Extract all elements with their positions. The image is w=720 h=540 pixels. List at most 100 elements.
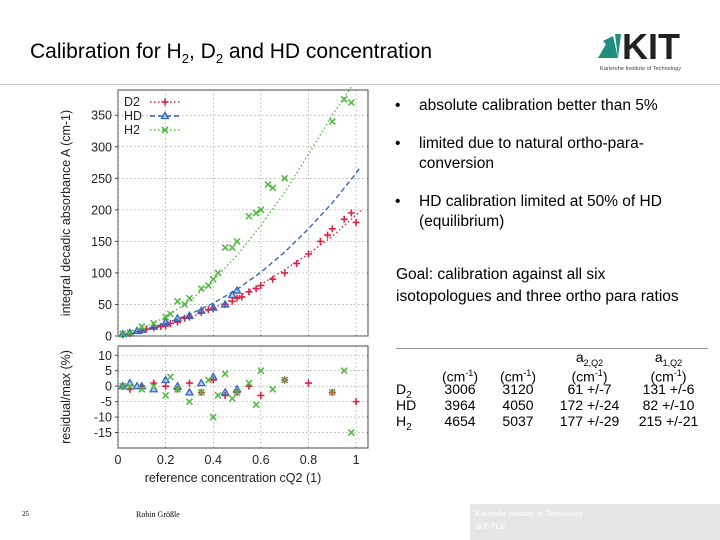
plus-marker	[252, 285, 260, 293]
y-tick-label: 150	[91, 235, 112, 249]
x-tick-label: 0.6	[252, 453, 269, 467]
cross-marker	[221, 370, 229, 378]
plus-marker	[328, 225, 336, 233]
cross-marker	[181, 300, 189, 309]
y-tick-label: 100	[91, 266, 112, 280]
a1-cell: 131 +/-6	[642, 381, 695, 397]
plus-marker	[352, 398, 360, 406]
value-cell: 3006	[444, 381, 476, 397]
bullet-text: limited due to natural ortho-para-conver…	[419, 135, 644, 172]
cross-marker	[162, 313, 170, 321]
y-axis-label: residual/max (%)	[59, 350, 73, 444]
plus-marker	[269, 275, 277, 283]
y-tick-label: -15	[94, 426, 112, 440]
cross-marker	[328, 388, 336, 396]
triangle-marker	[220, 387, 230, 396]
triangle-marker	[196, 378, 206, 387]
y-tick-label: 0	[105, 330, 112, 344]
triangle-marker	[160, 111, 170, 120]
cross-marker	[204, 281, 213, 290]
plus-marker	[257, 282, 265, 290]
x-axis-label: reference concentration cQ2 (1)	[145, 471, 321, 485]
plus-marker	[324, 231, 332, 239]
bullet-item: • HD calibration limited at 50% of HD (eq…	[393, 192, 713, 232]
x-tick-label: 0.2	[157, 453, 174, 467]
cross-marker	[264, 181, 272, 189]
bullet-item: • limited due to natural ortho-para-conve…	[393, 134, 713, 174]
y-tick-label: -10	[94, 411, 112, 425]
plus-marker	[257, 391, 265, 399]
y-tick-label: 10	[98, 349, 112, 363]
bullet-list: • absolute calibration better than 5% • li…	[393, 96, 713, 250]
bullet-item: • absolute calibration better than 5%	[393, 96, 713, 116]
cross-marker	[173, 385, 182, 393]
kit-logo: KIT Karlsruhe Institute of Technology	[598, 26, 681, 72]
y-tick-label: 250	[91, 172, 112, 186]
cross-marker	[269, 385, 277, 393]
species-cell: H2	[396, 413, 412, 433]
cross-marker	[197, 285, 205, 293]
bullet-symbol: •	[395, 135, 401, 152]
kit-logo-text: KIT	[622, 26, 680, 67]
table-header-row-1: a2,Q2 a1,Q2	[396, 349, 708, 368]
y-tick-label: 300	[91, 140, 112, 154]
x-tick-label: 0	[115, 453, 122, 467]
plus-marker	[316, 237, 324, 245]
cross-marker	[126, 329, 134, 337]
a2-cell: 61 +/-7	[567, 381, 612, 397]
legend-label-hd: HD	[124, 109, 142, 123]
slide-number: 25	[22, 510, 29, 518]
plus-marker	[161, 98, 169, 106]
cross-marker	[204, 376, 213, 384]
plus-marker	[185, 379, 193, 387]
plus-marker	[162, 382, 170, 390]
plus-marker	[347, 209, 355, 217]
y-tick-label: 50	[98, 298, 112, 312]
y-tick-label: -5	[101, 395, 112, 409]
plus-marker	[340, 215, 348, 223]
footer-author: Robin Größle	[136, 510, 180, 519]
x-tick-label: 0.8	[300, 453, 317, 467]
cross-marker	[347, 99, 355, 107]
legend-label-d2: D2	[124, 95, 140, 109]
bullet-text: absolute calibration better than 5%	[419, 97, 658, 114]
a1-cell: 215 +/-21	[638, 413, 699, 429]
cross-marker	[233, 237, 241, 245]
triangle-marker	[227, 290, 237, 299]
cross-marker	[252, 209, 260, 217]
goal-text: Goal: calibration against all six isotop…	[396, 266, 679, 305]
kit-logo-fan-icon	[598, 34, 621, 58]
cross-marker	[347, 428, 355, 437]
y-tick-label: 200	[91, 203, 112, 217]
header-unit: (cm-1)	[499, 368, 536, 385]
cross-marker	[257, 206, 265, 214]
triangle-marker	[184, 311, 195, 319]
cross-marker	[228, 394, 236, 403]
kit-logo-tagline: Karlsruhe Institute of Technology	[600, 66, 681, 72]
cross-marker	[245, 212, 253, 220]
triangle-marker	[184, 387, 195, 396]
series-h2	[119, 95, 355, 338]
plus-marker	[293, 259, 301, 267]
cross-marker	[138, 322, 146, 331]
plus-marker	[352, 218, 360, 226]
a2-cell: 172 +/-24	[559, 397, 620, 413]
parameters-table: a2,Q2 a1,Q2 (cm-1) (cm-1) (cm-1) (cm-1) …	[396, 348, 708, 433]
header-unit: (cm-1)	[650, 368, 687, 385]
footer-institute: Karlsruhe Institute of Technology	[475, 509, 583, 518]
plus-marker	[238, 293, 246, 301]
cross-marker	[162, 391, 170, 400]
fit-line-h2	[117, 86, 352, 337]
cross-marker	[245, 379, 253, 387]
slide-title: Calibration for H2, D2 and HD concentrat…	[30, 40, 433, 67]
plus-marker	[304, 379, 312, 387]
cross-marker	[197, 388, 205, 396]
value-cell: 4050	[502, 397, 534, 413]
cross-marker	[138, 385, 146, 393]
cross-marker	[185, 294, 193, 302]
cross-marker	[166, 373, 174, 381]
header-unit: (cm-1)	[571, 368, 608, 385]
plus-marker	[233, 294, 241, 302]
